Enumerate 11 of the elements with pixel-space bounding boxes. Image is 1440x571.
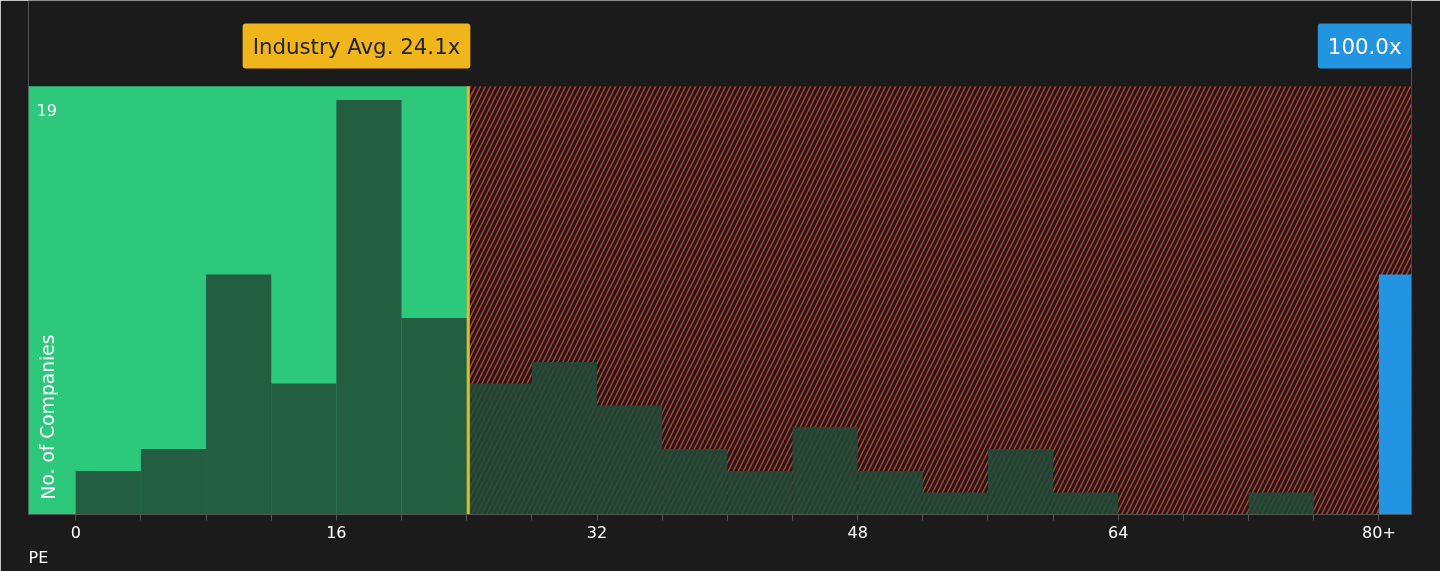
x-tick-label: 80+ [1362, 522, 1396, 542]
x-tick-label: 48 [847, 522, 868, 542]
annotation: 19 [36, 100, 57, 120]
x-tick-label: 64 [1108, 522, 1129, 542]
x-tick-label: 0 [70, 522, 81, 542]
y-axis-title: No. of Companies [37, 334, 59, 500]
x-tick-label: 16 [326, 522, 347, 542]
ref-line-label: Industry Avg. 24.1x [252, 33, 461, 59]
text: 100.0x [1327, 33, 1402, 59]
x-axis-title: PE [28, 547, 49, 567]
x-tick-label: 32 [586, 522, 608, 542]
